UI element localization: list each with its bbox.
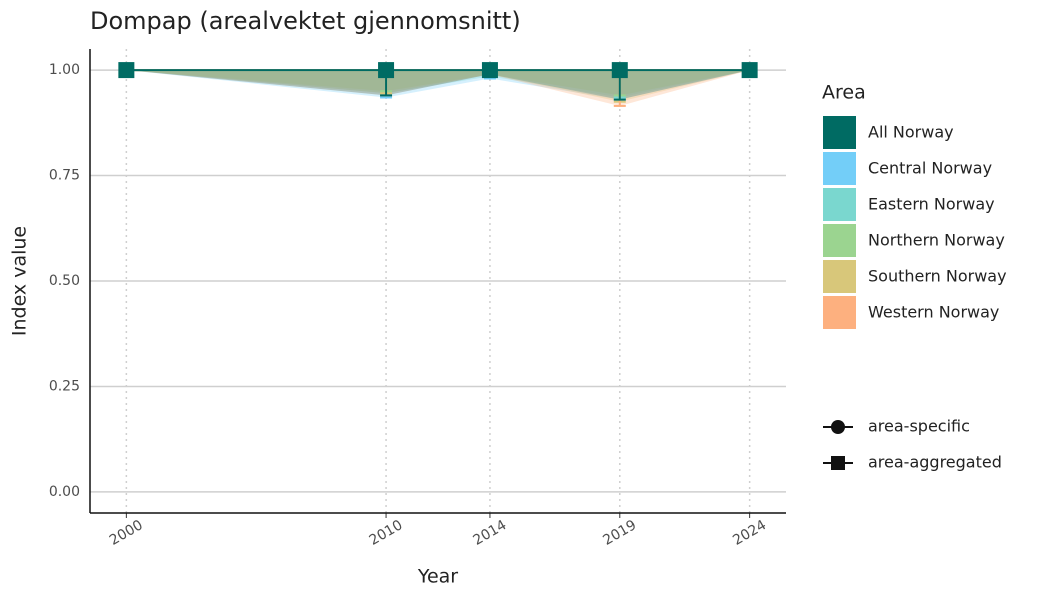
x-tick-label: 2024 (730, 517, 769, 549)
point (378, 62, 395, 79)
legend-swatch (823, 296, 856, 329)
y-tick-label: 1.00 (49, 62, 80, 78)
ribbon (126, 70, 750, 98)
point (481, 62, 498, 79)
point (118, 62, 135, 79)
ribbon (126, 70, 750, 100)
y-tick-label: 0.75 (49, 168, 80, 184)
legend-swatch (823, 260, 856, 293)
legend-label: area-specific (868, 417, 970, 436)
x-axis-title: Year (417, 566, 458, 588)
legend-label: Western Norway (868, 303, 999, 322)
ribbon (126, 70, 750, 96)
legend-title: Area (822, 82, 866, 104)
y-axis-title: Index value (9, 226, 31, 336)
legend-label: All Norway (868, 123, 954, 142)
x-tick-label: 2019 (600, 517, 639, 549)
legend-label: Eastern Norway (868, 195, 995, 214)
ribbon (126, 70, 750, 100)
legend-label: Central Norway (868, 159, 992, 178)
ribbon (126, 70, 750, 106)
y-tick-label: 0.00 (49, 484, 80, 500)
legend-label: area-aggregated (868, 453, 1002, 472)
legend-swatch (823, 188, 856, 221)
y-tick-label: 0.25 (49, 378, 80, 394)
legend-key-shape (831, 456, 845, 470)
legend-swatch (823, 152, 856, 185)
point (611, 62, 628, 79)
legend-key-shape (831, 420, 845, 434)
x-tick-label: 2000 (107, 517, 146, 549)
legend-label: Southern Norway (868, 267, 1007, 286)
point (741, 62, 758, 79)
chart-title: Dompap (arealvektet gjennomsnitt) (90, 7, 521, 35)
legend-label: Northern Norway (868, 231, 1005, 250)
ribbon (126, 70, 750, 102)
x-tick-label: 2014 (471, 517, 510, 549)
legend-swatch (823, 224, 856, 257)
y-tick-label: 0.50 (49, 273, 80, 289)
legend-swatch (823, 116, 856, 149)
x-tick-label: 2010 (367, 517, 406, 549)
